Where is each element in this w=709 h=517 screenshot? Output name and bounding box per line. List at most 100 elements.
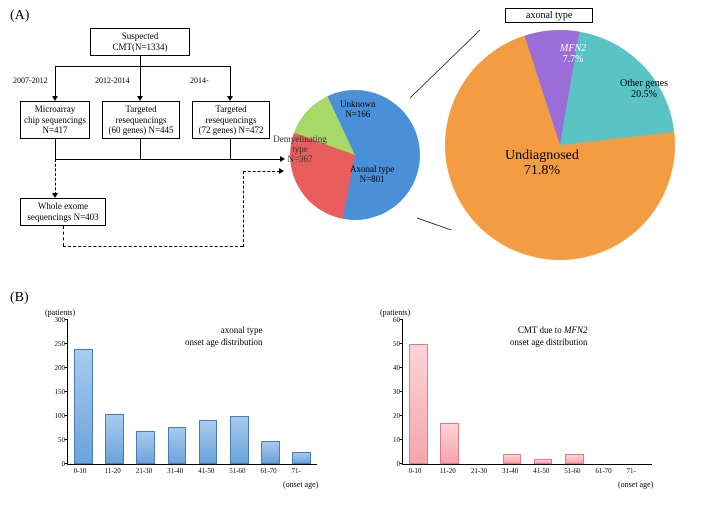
flow-dashed — [55, 159, 56, 195]
pie-slice-label: DemyelinatingtypeN=367 — [265, 135, 335, 165]
y-tick — [65, 463, 68, 464]
y-tick-label: 100 — [55, 412, 66, 420]
y-tick-label: 250 — [55, 340, 66, 348]
flow-text: N=417 — [42, 125, 67, 135]
flow-line — [140, 139, 141, 159]
chart-title: CMT due to MFN2onset age distribution — [510, 325, 588, 348]
pie-slice-label: Other genes20.5% — [620, 78, 668, 100]
flow-line — [55, 139, 56, 159]
x-tick-label: 51-60 — [229, 467, 245, 475]
y-tick-label: 10 — [393, 436, 400, 444]
period-label: 2007-2012 — [13, 76, 48, 85]
flow-box-targeted72: Targetedresequencings(72 genes) N=472 — [192, 101, 270, 139]
pie-slice-label: MFN27.7% — [560, 43, 586, 65]
flow-line — [55, 66, 230, 67]
chart-title: axonal typeonset age distribution — [185, 325, 263, 348]
x-tick-label: 61-70 — [595, 467, 611, 475]
x-tick-label: 71- — [291, 467, 300, 475]
period-label: 2012-2014 — [95, 76, 130, 85]
flow-box-targeted60: Targetedresequencings(60 genes) N=445 — [102, 101, 180, 139]
x-axis-label: (onset age) — [283, 480, 318, 489]
y-tick — [400, 439, 403, 440]
pie-chart-large: axonal type Undiagnosed71.8% MFN27.7% Ot… — [445, 8, 675, 238]
bar — [534, 459, 553, 464]
flow-dashed — [63, 226, 64, 246]
period-label: 2014- — [190, 76, 209, 85]
x-tick-label: 21-30 — [136, 467, 152, 475]
flow-text: (72 genes) N=472 — [198, 125, 263, 135]
pie-slice-label: Undiagnosed71.8% — [505, 148, 579, 179]
flow-text: sequencings N=403 — [27, 212, 98, 222]
bar-chart-axonal: (patients) 0501001502002503000-1011-2021… — [45, 310, 325, 500]
bar — [292, 452, 311, 464]
bar — [105, 414, 124, 464]
x-tick-label: 51-60 — [564, 467, 580, 475]
flow-text: Microarray — [35, 104, 75, 114]
flow-dashed — [243, 171, 244, 247]
flow-text: Whole exome — [38, 201, 88, 211]
flow-box-exome: Whole exomesequencings N=403 — [20, 198, 106, 226]
flow-box-microarray: Microarraychip sequencingsN=417 — [20, 101, 90, 139]
bar — [168, 427, 187, 464]
y-tick-label: 50 — [58, 436, 65, 444]
y-tick — [400, 367, 403, 368]
y-tick-label: 150 — [55, 388, 66, 396]
y-tick — [65, 415, 68, 416]
bar — [409, 344, 428, 464]
y-tick-label: 300 — [55, 316, 66, 324]
flow-text: CMT(N=1334) — [112, 42, 167, 52]
flow-text: Targeted — [215, 104, 246, 114]
flow-text: resequencings — [116, 115, 167, 125]
x-tick-label: 31-40 — [502, 467, 518, 475]
flow-text: chip sequencings — [24, 115, 86, 125]
bar — [440, 423, 459, 464]
y-tick-label: 50 — [393, 340, 400, 348]
x-tick-label: 21-30 — [471, 467, 487, 475]
x-tick-label: 11-20 — [105, 467, 121, 475]
x-tick-label: 41-50 — [198, 467, 214, 475]
y-tick — [400, 391, 403, 392]
flow-dashed — [63, 246, 243, 247]
y-tick-label: 40 — [393, 364, 400, 372]
y-tick — [65, 343, 68, 344]
flowchart: SuspectedCMT(N=1334) 2007-2012 2012-2014… — [20, 28, 270, 268]
y-tick — [400, 463, 403, 464]
bar — [136, 431, 155, 464]
y-tick — [65, 319, 68, 320]
y-tick — [400, 343, 403, 344]
flow-dashed — [243, 171, 280, 172]
pie2-title: axonal type — [505, 8, 593, 23]
y-tick — [65, 439, 68, 440]
bar — [230, 416, 249, 464]
x-tick-label: 41-50 — [533, 467, 549, 475]
y-tick — [400, 319, 403, 320]
bar-chart-mfn2: (patients) 01020304050600-1011-2021-3031… — [380, 310, 660, 500]
y-tick — [65, 367, 68, 368]
y-tick-label: 200 — [55, 364, 66, 372]
y-tick — [65, 391, 68, 392]
x-tick-label: 31-40 — [167, 467, 183, 475]
bar — [199, 420, 218, 464]
x-tick-label: 61-70 — [260, 467, 276, 475]
x-tick-label: 0-10 — [409, 467, 422, 475]
bar — [503, 454, 522, 464]
bar — [74, 349, 93, 464]
x-tick-label: 71- — [626, 467, 635, 475]
y-tick-label: 0 — [62, 460, 66, 468]
flow-text: Targeted — [125, 104, 156, 114]
flow-line — [55, 66, 56, 98]
flow-box-suspected: SuspectedCMT(N=1334) — [90, 28, 190, 56]
x-axis-label: (onset age) — [618, 480, 653, 489]
panel-b-label: (B) — [10, 290, 29, 306]
bar — [565, 454, 584, 464]
pie-slice-label: Axonal typeN=801 — [350, 165, 394, 185]
flow-line — [140, 56, 141, 66]
x-tick-label: 0-10 — [74, 467, 87, 475]
y-tick-label: 20 — [393, 412, 400, 420]
bar — [261, 441, 280, 464]
x-tick-label: 11-20 — [440, 467, 456, 475]
y-tick-label: 30 — [393, 388, 400, 396]
y-tick-label: 60 — [393, 316, 400, 324]
y-tick — [400, 415, 403, 416]
pie-slice-label: UnknownN=166 — [340, 100, 376, 120]
